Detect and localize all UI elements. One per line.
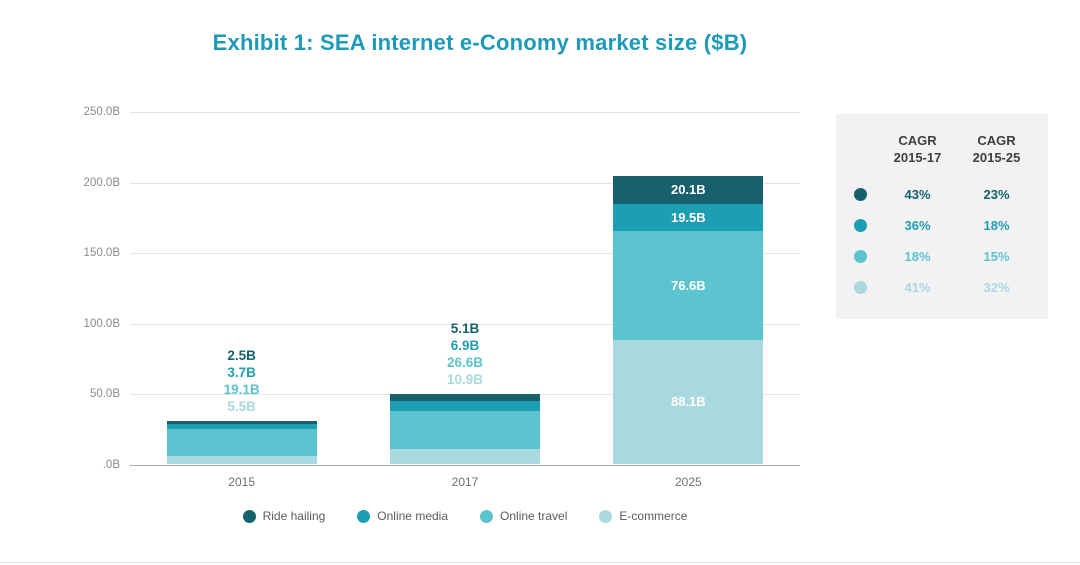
gridline-100: [130, 323, 800, 325]
cagr-header-2015-25: CAGR 2015-25: [957, 132, 1036, 166]
segment-value-label: 76.6B: [670, 278, 706, 294]
y-axis-tick-label: 150.0B: [83, 247, 120, 260]
gridline-200: [130, 182, 800, 184]
cagr-panel: CAGR 2015-17 CAGR 2015-25 43% 23% 36% 18% 18…: [836, 114, 1048, 319]
gridline-150: [130, 253, 800, 255]
bar-segment-online-travel: [166, 429, 317, 457]
bar-value-label-online-travel: 19.1B: [223, 381, 260, 397]
bar-segment-online-media: 19.5B: [613, 203, 764, 232]
cagr-value-col1: 43%: [904, 187, 931, 202]
bar-segment-online-media: [390, 401, 540, 412]
cagr-header-line: 2015-17: [893, 150, 942, 165]
cagr-dot-icon: [854, 219, 867, 232]
bar-segment-online-travel: 76.6B: [613, 231, 764, 340]
legend-dot-icon: [242, 509, 256, 523]
bar-segment-online-media: [166, 424, 317, 430]
cagr-header-line: CAGR: [898, 133, 937, 148]
bar-value-label-online-media: 3.7B: [227, 364, 256, 380]
bar-value-label-ride-hailing: 5.1B: [450, 321, 480, 337]
cagr-value-col2: 15%: [983, 249, 1010, 264]
cagr-value-col2: 23%: [983, 187, 1010, 202]
y-axis-tick-label: .0B: [102, 459, 120, 471]
bar-segment-online-travel: [390, 411, 540, 449]
bar-2015: [166, 420, 317, 464]
legend-item-ride-hailing: Ride hailing: [242, 509, 326, 523]
legend: Ride hailing Online media Online travel E-c…: [130, 509, 800, 523]
cagr-row-online-media: 36% 18%: [850, 210, 1036, 241]
x-axis-tick-label: 2025: [674, 475, 702, 489]
cagr-rows: 43% 23% 36% 18% 18% 15% 41% 32%: [850, 179, 1036, 303]
cagr-header-line: 2015-25: [972, 150, 1021, 165]
y-axis-tick-label: 200.0B: [83, 176, 120, 189]
cagr-dot-icon: [854, 188, 867, 201]
legend-item-online-media: Online media: [357, 509, 448, 523]
cagr-header-spacer: [850, 132, 878, 166]
bar-segment-e-commerce: 88.1B: [613, 339, 764, 464]
legend-label: Online travel: [500, 509, 568, 523]
y-axis-tick-label: 250.0B: [83, 106, 120, 118]
cagr-dot-icon: [854, 281, 867, 294]
bar-value-label-online-travel: 26.6B: [446, 355, 484, 371]
x-axis-tick-label: 2017: [451, 475, 479, 489]
legend-label: Ride hailing: [262, 509, 326, 523]
y-axis-tick-label: 100.0B: [83, 317, 120, 330]
cagr-dot-icon: [854, 250, 867, 263]
legend-label: Online media: [377, 509, 449, 523]
bar-value-label-e-commerce: 10.9B: [446, 372, 484, 388]
legend-item-e-commerce: E-commerce: [599, 509, 687, 523]
cagr-value-col2: 18%: [983, 218, 1010, 233]
bar-segment-e-commerce: [166, 456, 317, 464]
legend-dot-icon: [599, 509, 613, 523]
cagr-row-online-travel: 18% 15%: [850, 241, 1036, 272]
bar-value-label-ride-hailing: 2.5B: [227, 347, 256, 363]
gridline-0: [130, 465, 800, 466]
bar-2025: 20.1B 19.5B 76.6B 88.1B: [613, 175, 764, 464]
segment-value-label: 19.5B: [670, 210, 706, 226]
cagr-value-col1: 18%: [904, 249, 931, 264]
bottom-divider: [0, 562, 1080, 563]
legend-item-online-travel: Online travel: [480, 509, 567, 523]
bar-value-label-online-media: 6.9B: [450, 338, 480, 354]
bar-2017: [390, 394, 540, 464]
bar-label-stack-2017: 5.1B 6.9B 26.6B 10.9B: [390, 320, 540, 388]
legend-dot-icon: [357, 509, 371, 523]
bar-segment-ride-hailing: 20.1B: [613, 175, 764, 204]
gridline-250: [130, 112, 800, 113]
cagr-row-e-commerce: 41% 32%: [850, 272, 1036, 303]
cagr-value-col1: 36%: [904, 218, 931, 233]
bar-segment-ride-hailing: [390, 394, 540, 402]
cagr-row-ride-hailing: 43% 23%: [850, 179, 1036, 210]
cagr-header-row: CAGR 2015-17 CAGR 2015-25: [850, 132, 1036, 166]
x-axis-tick-label: 2015: [228, 475, 255, 489]
cagr-header-line: CAGR: [977, 133, 1016, 148]
y-axis-tick-label: 50.0B: [89, 388, 120, 401]
segment-value-label: 20.1B: [670, 182, 706, 198]
plot-area: .0B 50.0B 100.0B 150.0B 200.0B 250.0B 2.5B 3.7B…: [84, 106, 800, 489]
cagr-value-col2: 32%: [983, 280, 1010, 295]
cagr-header-2015-17: CAGR 2015-17: [878, 132, 957, 166]
segment-value-label: 88.1B: [670, 394, 706, 410]
bar-value-label-e-commerce: 5.5B: [227, 398, 256, 414]
cagr-value-col1: 41%: [904, 280, 931, 295]
legend-label: E-commerce: [619, 509, 688, 523]
legend-dot-icon: [480, 509, 494, 523]
chart-title: Exhibit 1: SEA internet e-Conomy market …: [212, 30, 748, 55]
bar-segment-ride-hailing: [166, 420, 317, 425]
bar-segment-e-commerce: [390, 448, 540, 464]
bar-label-stack-2015: 2.5B 3.7B 19.1B 5.5B: [167, 347, 317, 415]
